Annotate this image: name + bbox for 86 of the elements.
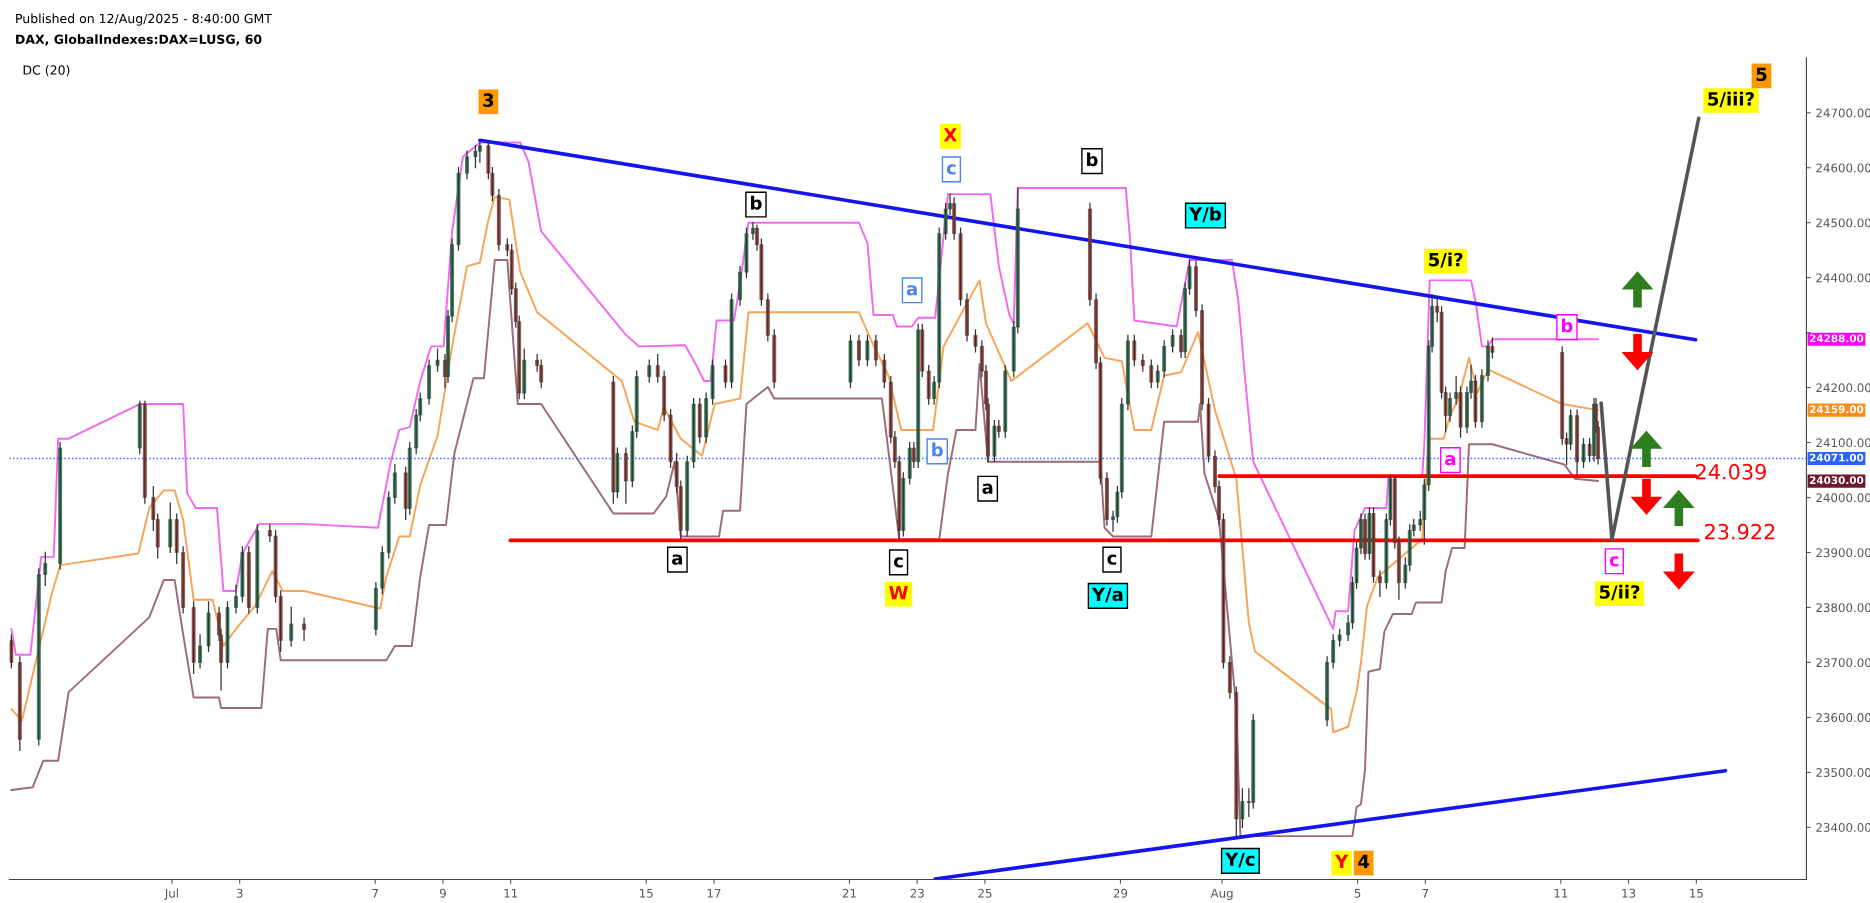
annotation: b bbox=[932, 442, 943, 457]
annotation: Y/b bbox=[1188, 206, 1221, 223]
annotation: 5/iii? bbox=[1708, 91, 1754, 108]
annotation: 24.039 bbox=[1696, 463, 1766, 480]
candlestick bbox=[865, 334, 870, 367]
candlestick bbox=[435, 348, 440, 372]
candlestick bbox=[710, 359, 715, 405]
annotation: b bbox=[1561, 318, 1573, 333]
candlestick bbox=[1371, 507, 1376, 583]
x-tick-label: 11 bbox=[1554, 888, 1568, 898]
y-tick-label: 23700.00 bbox=[1816, 658, 1870, 668]
annotation: a bbox=[672, 554, 683, 565]
x-tick-label: 7 bbox=[372, 888, 378, 898]
y-tick-label: 24400.00 bbox=[1816, 273, 1870, 283]
candlestick bbox=[744, 227, 749, 279]
annotation: a bbox=[906, 285, 917, 296]
candlestick bbox=[1240, 788, 1245, 828]
annotation: 4 bbox=[1358, 854, 1370, 869]
x-tick-label: 3 bbox=[236, 888, 243, 898]
y-tick-label: 23500.00 bbox=[1816, 768, 1870, 777]
annotation: b bbox=[1087, 152, 1098, 167]
candlestick bbox=[848, 334, 853, 389]
annotation: Y/c bbox=[1225, 852, 1255, 868]
candlestick bbox=[1155, 364, 1160, 389]
annotation: W bbox=[889, 586, 908, 600]
annotation: DC (20) bbox=[23, 65, 70, 77]
x-tick-label: 13 bbox=[1622, 888, 1636, 898]
annotation: Y bbox=[1334, 854, 1349, 869]
candlestick bbox=[958, 227, 963, 306]
x-tick-label: 25 bbox=[978, 888, 992, 898]
ref-line-label: 24071.00 bbox=[1809, 453, 1864, 462]
annotation: c bbox=[1107, 554, 1117, 565]
y-tick-label: 24000.00 bbox=[1816, 493, 1870, 503]
text: 24030.00 bbox=[1809, 476, 1864, 485]
x-tick-label: 15 bbox=[639, 888, 653, 898]
candlestick bbox=[691, 397, 696, 468]
candlestick bbox=[240, 546, 245, 603]
candlestick bbox=[225, 601, 230, 669]
annotation: a bbox=[982, 483, 993, 494]
annotation: Y/a bbox=[1091, 587, 1123, 603]
annotation: X bbox=[943, 128, 957, 142]
annotation: c bbox=[893, 557, 903, 568]
annotation: 5 bbox=[1756, 67, 1767, 82]
x-tick-label: 23 bbox=[910, 888, 924, 898]
candlestick bbox=[992, 419, 997, 463]
y-tick-label: 23600.00 bbox=[1816, 713, 1870, 723]
x-tick-label: 9 bbox=[439, 888, 446, 898]
y-tick-label: 24100.00 bbox=[1816, 438, 1870, 448]
annotation: c bbox=[1609, 556, 1619, 567]
annotation: 23.922 bbox=[1705, 523, 1775, 540]
annotation: c bbox=[946, 164, 956, 175]
x-tick-label: 29 bbox=[1113, 888, 1128, 898]
annotation: 5/i? bbox=[1429, 252, 1463, 268]
candlestick bbox=[882, 353, 887, 389]
x-tick-label: 17 bbox=[707, 888, 721, 898]
y-tick-label: 23900.00 bbox=[1816, 548, 1870, 558]
candlestick bbox=[973, 329, 978, 353]
x-tick-label: Aug bbox=[1210, 888, 1233, 900]
annotation: a bbox=[1445, 455, 1456, 466]
y-tick-label: 24200.00 bbox=[1816, 383, 1870, 393]
text: 24159.00 bbox=[1809, 405, 1864, 414]
x-tick-label: 5 bbox=[1354, 888, 1361, 898]
y-tick-label: 24700.00 bbox=[1816, 108, 1870, 118]
candlestick bbox=[206, 601, 211, 653]
candlestick bbox=[1206, 397, 1211, 463]
chart-title: Published on 12/Aug/2025 - 8:40:00 GMT bbox=[16, 13, 272, 26]
x-tick-label: 11 bbox=[504, 888, 518, 898]
annotation: b bbox=[751, 195, 762, 210]
y-tick-label: 24600.00 bbox=[1816, 163, 1870, 173]
text: 24288.00 bbox=[1809, 334, 1864, 343]
candlestick bbox=[668, 408, 673, 468]
x-tick-label: Jul bbox=[164, 888, 178, 900]
x-tick-label: 15 bbox=[1690, 888, 1703, 898]
y-tick-label: 23800.00 bbox=[1816, 603, 1870, 613]
chart-subtitle: DAX, GlobalIndexes:DAX=LUSG, 60 bbox=[16, 34, 262, 46]
x-tick-label: 21 bbox=[842, 888, 856, 898]
y-tick-label: 24500.00 bbox=[1816, 218, 1870, 228]
x-tick-label: 7 bbox=[1422, 888, 1429, 898]
candlestick bbox=[191, 601, 196, 675]
annotation: 3 bbox=[483, 93, 494, 107]
candlestick bbox=[456, 167, 461, 251]
annotation: 5/ii? bbox=[1599, 584, 1640, 601]
y-tick-label: 23400.00 bbox=[1816, 823, 1870, 832]
candlestick bbox=[1170, 329, 1175, 353]
candlestick bbox=[1132, 334, 1137, 367]
candlestick bbox=[611, 375, 616, 504]
